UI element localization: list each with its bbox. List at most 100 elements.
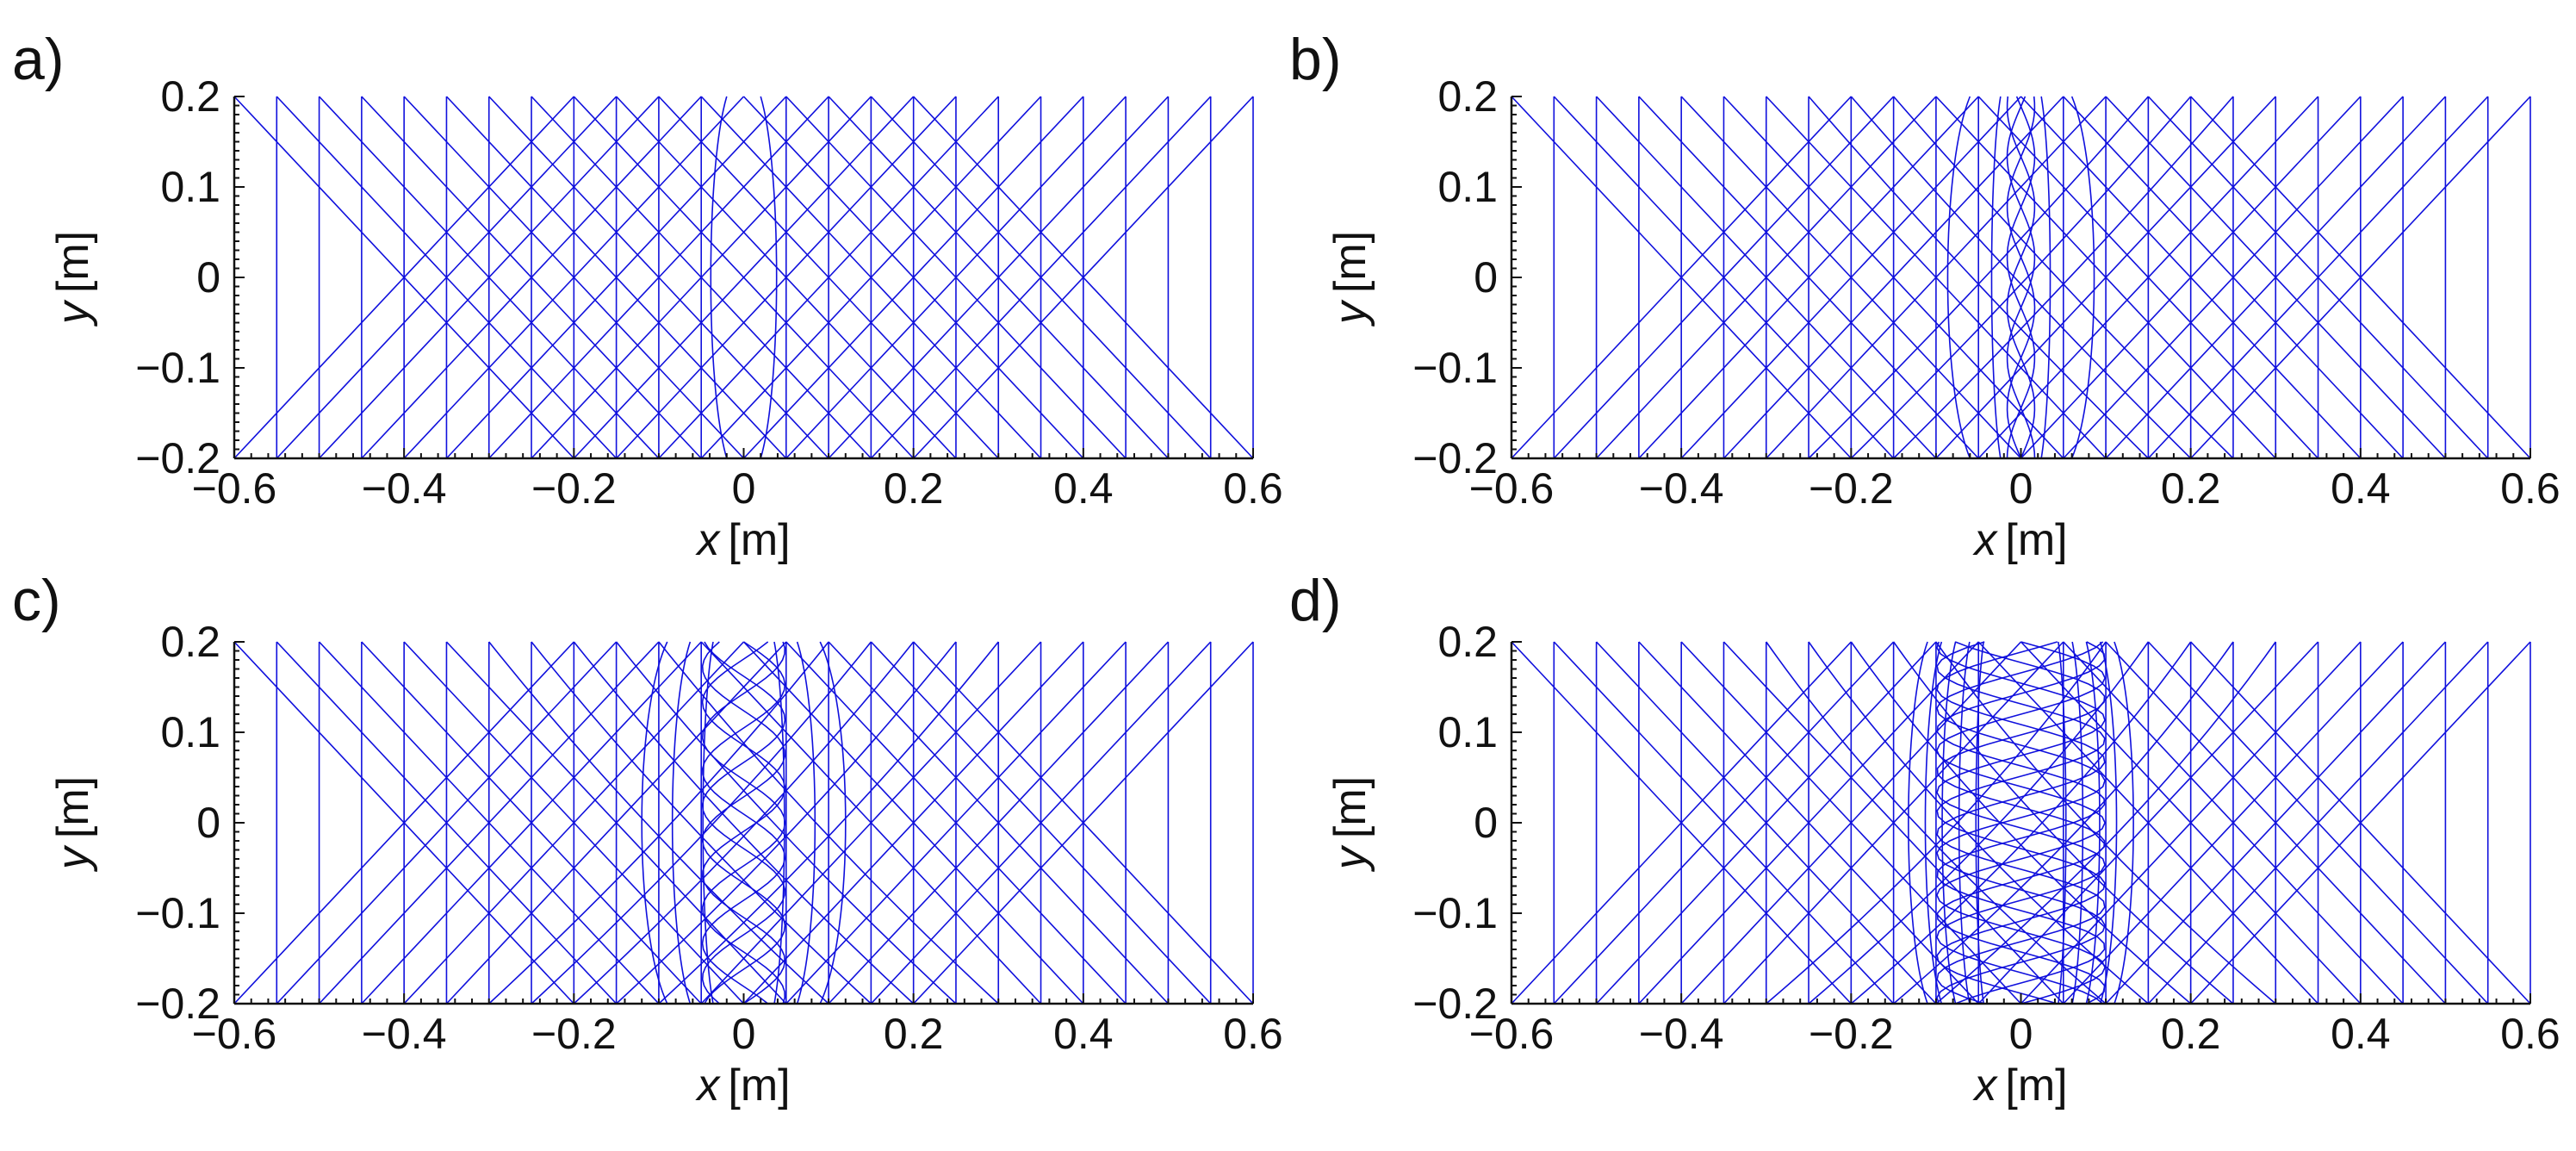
- trajectories: [233, 96, 1254, 459]
- y-tick-label: 0: [196, 253, 220, 302]
- diagonal-ray: [403, 641, 745, 1005]
- y-tick-label: 0.2: [1437, 618, 1498, 666]
- diagonal-ray: [2147, 641, 2489, 1005]
- diagonal-ray: [276, 641, 618, 1005]
- oscillating-ray: [1936, 641, 2106, 1005]
- y-tick-label: 0.1: [160, 708, 220, 756]
- y-tick-label: −0.2: [135, 434, 220, 482]
- y-tick-label: −0.1: [135, 344, 220, 392]
- lens-curve: [1946, 96, 1971, 459]
- diagonal-ray: [785, 96, 1127, 459]
- y-tick-label: 0.2: [1437, 72, 1498, 121]
- diagonal-ray: [1808, 641, 2149, 1005]
- diagonal-ray: [1553, 641, 1895, 1005]
- diagonal-ray: [445, 96, 787, 459]
- diagonal-ray: [1893, 96, 2234, 459]
- lens-curve: [2040, 96, 2051, 459]
- diagonal-ray: [319, 641, 660, 1005]
- diagonal-ray: [913, 641, 1254, 1005]
- diagonal-ray: [488, 96, 829, 459]
- lens-curve: [1941, 641, 1957, 1005]
- diagonal-ray: [1723, 96, 2064, 459]
- diagonal-ray: [531, 96, 872, 459]
- trajectories: [1511, 641, 2531, 1005]
- lens-curve: [1958, 641, 1971, 1005]
- x-axis-label-unit: [m]: [2005, 515, 2067, 565]
- x-tick-label: 0.6: [1223, 464, 1283, 513]
- diagonal-ray: [361, 96, 702, 459]
- lens-curve: [2070, 96, 2095, 459]
- diagonal-ray: [1638, 96, 1979, 459]
- oscillating-ray: [2006, 96, 2036, 459]
- diagonal-ray: [2190, 641, 2531, 1005]
- x-tick-label: −0.4: [1639, 464, 1724, 513]
- panel-d: d) −0.6 −0.4 −0.2 0 0.2 0.4 0.6 −0.2 −0.1 0 0.1 0.2 x…: [1289, 568, 2560, 1111]
- diagonal-ray: [1723, 641, 2064, 1005]
- y-axis-label: y [m]: [1325, 231, 1375, 327]
- diagonal-ray: [573, 641, 915, 1005]
- y-axis-label: y [m]: [1325, 776, 1375, 872]
- x-tick-label: −0.6: [192, 1010, 277, 1058]
- y-axis-label-var: y: [48, 299, 98, 327]
- x-tick-label: 0: [732, 464, 756, 513]
- lens-curve: [641, 641, 668, 1005]
- oscillating-ray: [1936, 641, 2106, 1005]
- x-tick-label: 0: [2009, 1010, 2033, 1058]
- diagonal-ray: [488, 641, 829, 1005]
- x-tick-label: 0.2: [884, 464, 944, 513]
- diagonal-ray: [445, 641, 787, 1005]
- x-axis-label-unit: [m]: [728, 515, 790, 565]
- y-tick-label: −0.1: [1412, 344, 1498, 392]
- diagonal-ray: [1596, 641, 1937, 1005]
- x-tick-label: 0.4: [1053, 1010, 1114, 1058]
- diagonal-ray: [1680, 641, 2022, 1005]
- diagonal-ray: [573, 96, 915, 459]
- oscillating-ray: [2006, 96, 2036, 459]
- diagonal-ray: [531, 641, 872, 1005]
- lens-curve: [710, 96, 728, 459]
- diagonal-ray: [1850, 96, 2192, 459]
- y-ticks: [1511, 96, 1522, 459]
- y-ticks: [234, 641, 245, 1005]
- diagonal-ray: [1680, 96, 2022, 459]
- x-axis-label-unit: [m]: [2005, 1061, 2067, 1111]
- x-tick-label: 0.2: [884, 1010, 944, 1058]
- lens-curve: [671, 641, 692, 1005]
- x-axis-label-var: x: [694, 1061, 721, 1111]
- y-tick-label: −0.2: [1412, 980, 1498, 1028]
- x-tick-label: −0.4: [362, 1010, 447, 1058]
- x-axis-label: x [m]: [694, 515, 790, 565]
- lens-curve: [2058, 641, 2067, 1005]
- diagonal-ray: [1553, 96, 1895, 459]
- x-tick-label: −0.6: [1469, 1010, 1555, 1058]
- lens-curve: [819, 641, 847, 1005]
- y-axis-label: y [m]: [48, 776, 98, 872]
- diagonal-ray: [531, 641, 872, 1005]
- diagonal-ray: [616, 641, 957, 1005]
- diagonal-ray: [276, 96, 618, 459]
- y-tick-label: 0.1: [1437, 163, 1498, 211]
- diagonal-ray: [1808, 96, 2149, 459]
- x-tick-label: 0: [2009, 464, 2033, 513]
- diagonal-ray: [828, 641, 1169, 1005]
- diagonal-ray: [658, 641, 999, 1005]
- y-axis-label-unit: [m]: [48, 231, 98, 293]
- diagonal-ray: [700, 96, 1042, 459]
- diagonal-ray: [2105, 96, 2446, 459]
- diagonal-ray: [2147, 96, 2489, 459]
- lens-curve: [2085, 641, 2101, 1005]
- x-tick-label: −0.2: [531, 464, 617, 513]
- x-tick-label: 0.2: [2161, 1010, 2221, 1058]
- diagonal-ray: [1850, 641, 2192, 1005]
- diagonal-ray: [1935, 96, 2276, 459]
- x-tick-label: −0.6: [192, 464, 277, 513]
- diagonal-ray: [785, 641, 1127, 1005]
- y-axis-label-var: y: [1325, 299, 1375, 327]
- lens-curve: [2099, 641, 2118, 1005]
- lens-curve: [1924, 641, 1943, 1005]
- y-tick-label: 0: [1474, 799, 1498, 847]
- x-axis-label: x [m]: [1971, 1061, 2067, 1111]
- y-axis-label: y [m]: [48, 231, 98, 327]
- diagonal-ray: [1511, 96, 1852, 459]
- panel-a: a) −0.6 −0.4 −0.2 0 0.2 0.4 0.6 −0.2 −0.1 0 0.1 0.2 x…: [12, 27, 1283, 565]
